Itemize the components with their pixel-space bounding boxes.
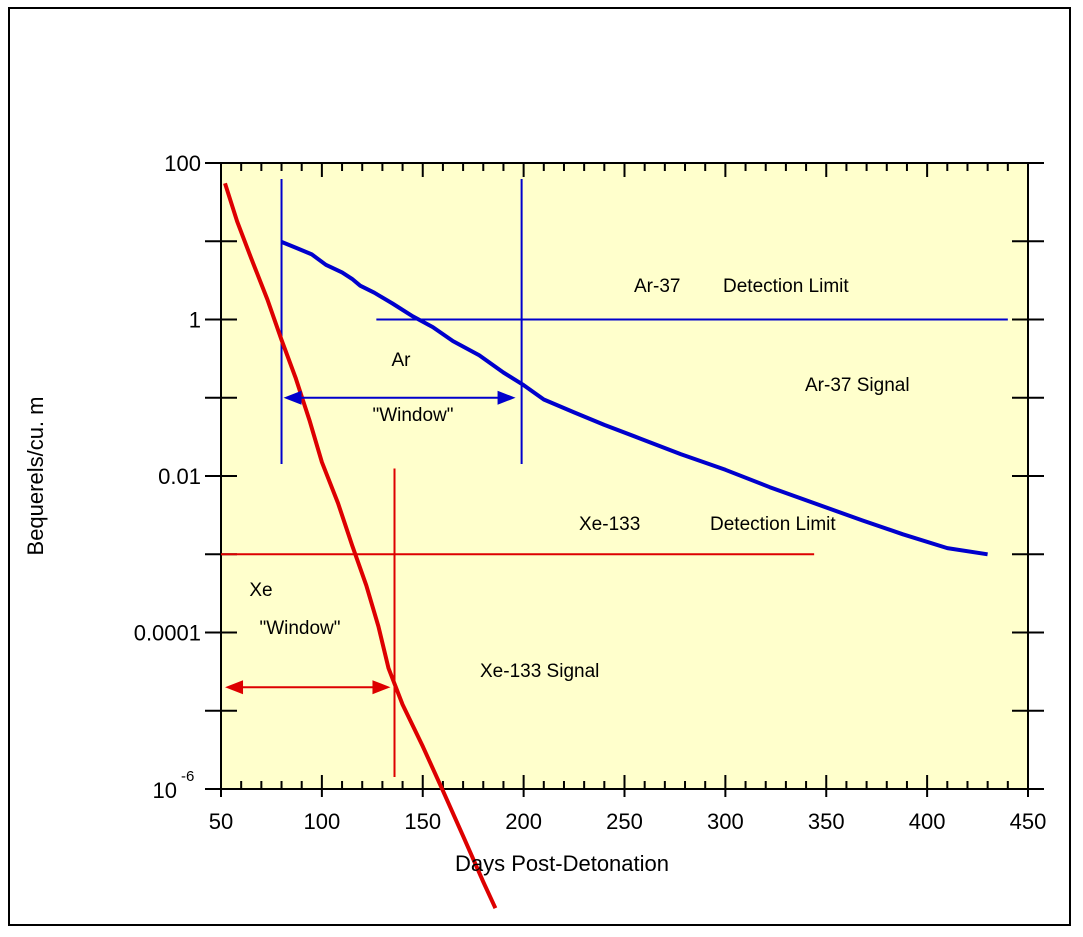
- y-tick-superscript: -6: [181, 768, 194, 785]
- window-arrows: Ar "Window" Xe "Window": [225, 350, 516, 695]
- x-tick-label: 100: [304, 809, 341, 834]
- y-tick-label: 0.01: [158, 464, 201, 489]
- x-tick-label: 450: [1010, 809, 1047, 834]
- x-tick-label: 300: [707, 809, 744, 834]
- y-tick-label: 100: [164, 151, 201, 176]
- y-tick-label: 10: [153, 778, 177, 803]
- window-arrow-head-right: [497, 390, 516, 405]
- window-arrow-head-left: [283, 390, 302, 405]
- window-arrow-head-left: [225, 680, 244, 695]
- x-tick-label: 200: [505, 809, 542, 834]
- series-line: [280, 240, 988, 557]
- window-label: "Window": [259, 618, 340, 639]
- detection-limit-label: Ar-37: [634, 276, 680, 297]
- detection-limit-label: Detection Limit: [710, 514, 836, 535]
- window-name-label: Xe: [249, 580, 272, 601]
- series-line: [223, 182, 498, 910]
- tick-labels: 50 100 150 200 250 300 350 400 450 100 1 0.01 0.0001…: [134, 151, 1047, 834]
- y-tick-label: 0.0001: [134, 621, 201, 646]
- window-arrow-head-right: [372, 680, 391, 695]
- window-name-label: Ar: [392, 350, 412, 371]
- y-tick-label: 1: [189, 308, 201, 333]
- detection-limit-label: Detection Limit: [723, 276, 849, 297]
- y-axis-title: Bequerels/cu. m: [23, 397, 48, 556]
- reference-lines: Ar-37 Detection Limit Xe-133 Detection Limi…: [221, 179, 1008, 777]
- x-tick-label: 350: [808, 809, 845, 834]
- series-label: Ar-37 Signal: [805, 375, 910, 396]
- x-tick-label: 250: [606, 809, 643, 834]
- series-lines: [223, 182, 988, 910]
- tick-marks: [205, 162, 1044, 797]
- annotations: Ar-37 Signal Xe-133 Signal: [480, 375, 910, 682]
- detection-limit-label: Xe-133: [579, 514, 640, 535]
- window-label: "Window": [372, 405, 453, 426]
- series-label: Xe-133 Signal: [480, 661, 599, 682]
- x-tick-label: 400: [909, 809, 946, 834]
- plot-area: [220, 162, 1029, 790]
- x-tick-label: 50: [209, 809, 233, 834]
- x-tick-label: 150: [404, 809, 441, 834]
- x-axis-title: Days Post-Detonation: [455, 851, 669, 876]
